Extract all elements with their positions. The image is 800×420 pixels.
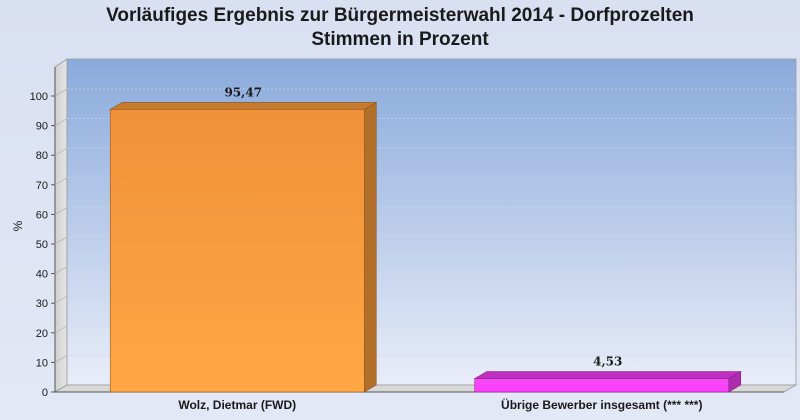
bar-top — [109, 102, 378, 110]
bar-side — [363, 101, 377, 393]
gridline-wall — [54, 177, 68, 186]
side-wall — [54, 58, 68, 393]
y-tick-label: 70 — [36, 180, 48, 192]
x-tick-label: Übrige Bewerber insgesamt (*** ***) — [501, 397, 702, 412]
y-tick-label: 0 — [42, 387, 48, 399]
chart-title: Vorläufiges Ergebnis zur Bürgermeisterwa… — [0, 4, 800, 52]
gridline-wall — [54, 118, 68, 126]
gridline-wall — [54, 207, 68, 215]
y-tick-label: 50 — [36, 239, 48, 251]
chart-subtitle: Stimmen in Prozent — [311, 29, 489, 50]
y-tick-label: 90 — [36, 121, 48, 133]
gridline-wall — [54, 325, 68, 334]
bar-front — [109, 109, 365, 393]
data-label: 4,53 — [593, 355, 622, 369]
bar-2 — [473, 371, 742, 393]
y-tick-label: 60 — [36, 209, 48, 221]
gridline-wall — [54, 88, 68, 97]
data-label: 95,47 — [224, 85, 262, 99]
chart-title-line: Vorläufiges Ergebnis zur Bürgermeisterwa… — [106, 5, 694, 26]
y-tick-label: 100 — [30, 91, 48, 103]
x-tick-label: Wolz, Dietmar (FWD) — [178, 398, 296, 412]
y-tick-label: 40 — [36, 269, 48, 281]
y-axis-label: % — [11, 220, 25, 231]
bar-top — [473, 371, 742, 379]
y-tick-label: 30 — [36, 298, 48, 310]
y-tick-label: 20 — [36, 328, 48, 340]
gridline-wall — [54, 355, 68, 363]
gridline-wall — [54, 266, 68, 274]
gridline-wall — [54, 236, 68, 245]
gridline-wall — [54, 295, 68, 304]
y-tick-label: 80 — [36, 150, 48, 162]
bar-1 — [109, 101, 378, 393]
y-tick-label: 10 — [36, 357, 48, 369]
bar-front — [474, 378, 730, 393]
gridline-wall — [54, 147, 68, 156]
